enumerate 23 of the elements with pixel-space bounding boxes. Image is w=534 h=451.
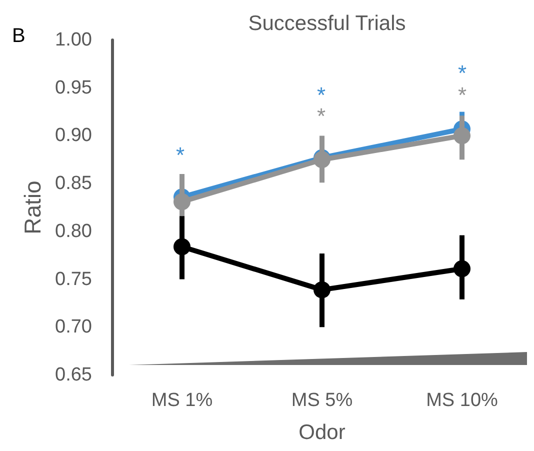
x-tick-label: MS 5%	[291, 390, 353, 411]
y-tick-label: 0.85	[55, 173, 92, 194]
point	[454, 260, 470, 278]
y-tick-label: 1.00	[55, 30, 92, 50]
annotation: *	[176, 142, 185, 168]
point	[174, 238, 190, 256]
x-axis-title: Odor	[298, 421, 346, 444]
y-tick-label: 0.75	[55, 268, 92, 290]
annotation: *	[458, 60, 467, 86]
annotation: *	[458, 82, 467, 108]
chart-title: Successful Trials	[248, 12, 406, 35]
text: B	[12, 25, 26, 47]
y-tick-label: 0.95	[55, 77, 92, 98]
y-tick-label: 0.90	[55, 125, 92, 146]
y-tick-label: 0.80	[55, 220, 92, 242]
y-axis-title: Ratio	[20, 180, 46, 234]
point	[314, 281, 330, 298]
x-tick-label: MS 1%	[151, 390, 213, 411]
y-tick-label: 0.70	[55, 316, 92, 338]
point	[174, 193, 190, 210]
x-tick-label: MS 10%	[426, 390, 498, 411]
y-tick-label: 0.65	[55, 364, 92, 386]
point	[454, 127, 470, 144]
